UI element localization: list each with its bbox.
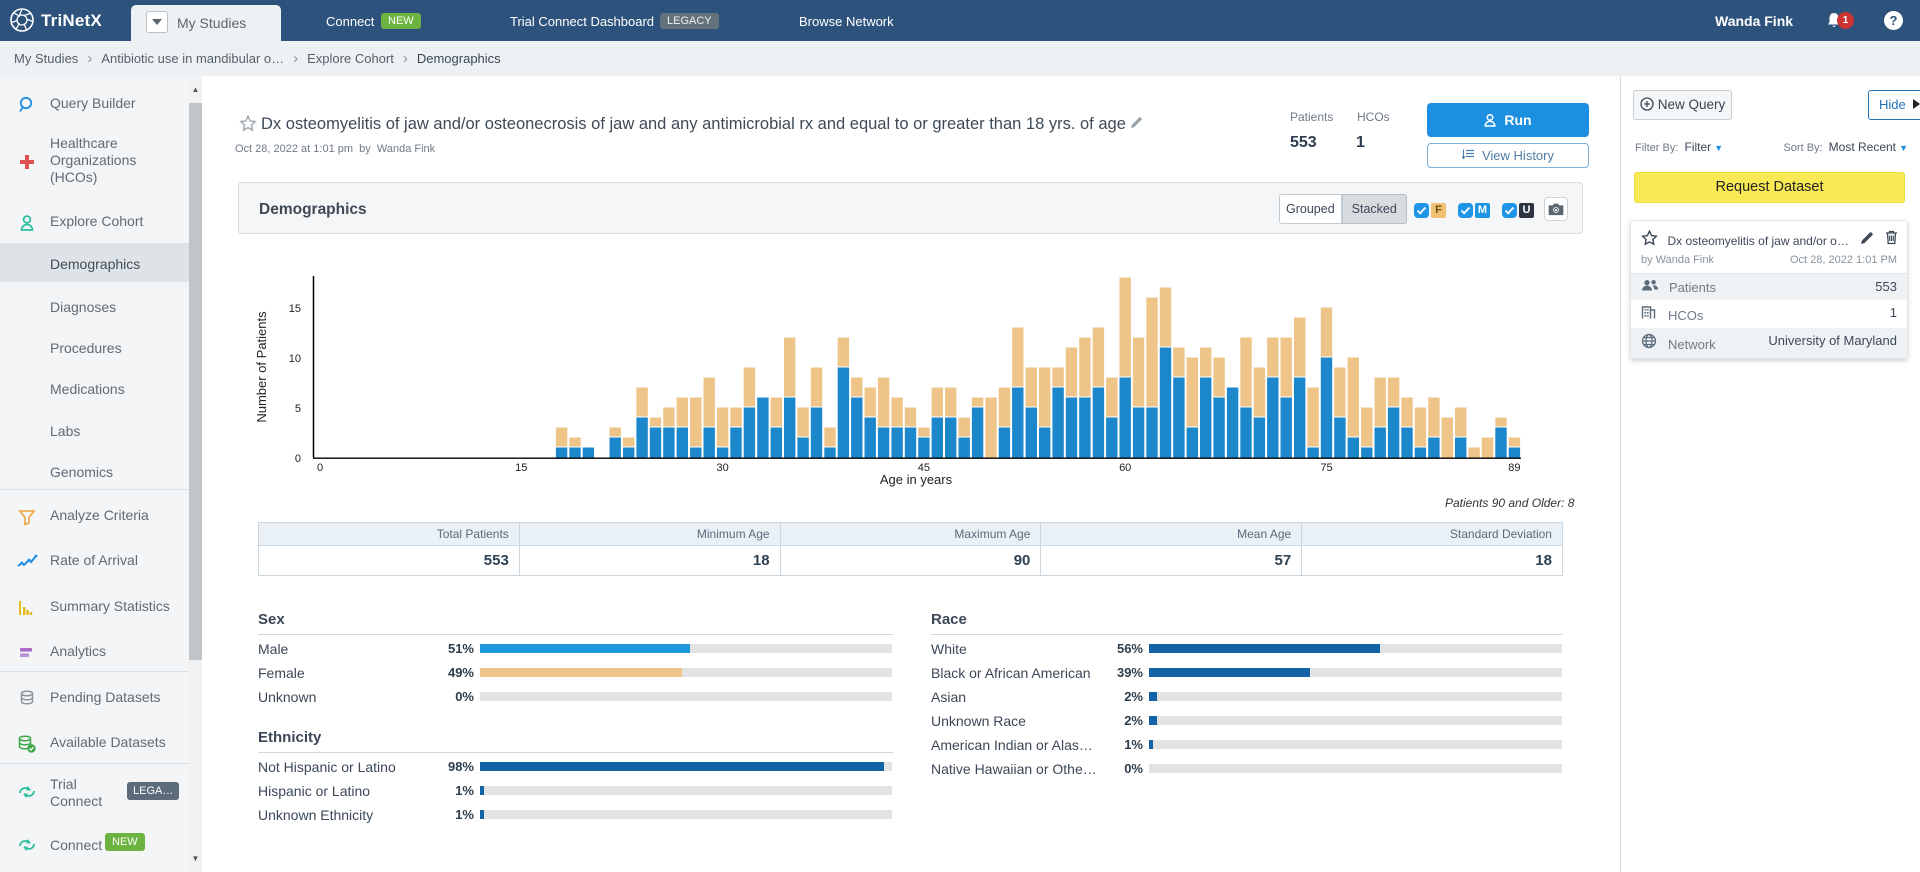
svg-text:45: 45 <box>918 462 930 474</box>
svg-text:15: 15 <box>515 462 527 474</box>
svg-text:60: 60 <box>1119 462 1131 474</box>
svg-text:Number of Patients: Number of Patients <box>254 311 269 423</box>
svg-text:10: 10 <box>289 353 301 365</box>
svg-text:0: 0 <box>317 462 323 474</box>
svg-text:5: 5 <box>295 403 301 415</box>
svg-text:Age in years: Age in years <box>880 472 953 487</box>
svg-text:0: 0 <box>295 453 301 465</box>
svg-text:15: 15 <box>289 303 301 315</box>
svg-text:89: 89 <box>1508 462 1520 474</box>
svg-text:75: 75 <box>1320 462 1332 474</box>
svg-text:30: 30 <box>716 462 728 474</box>
